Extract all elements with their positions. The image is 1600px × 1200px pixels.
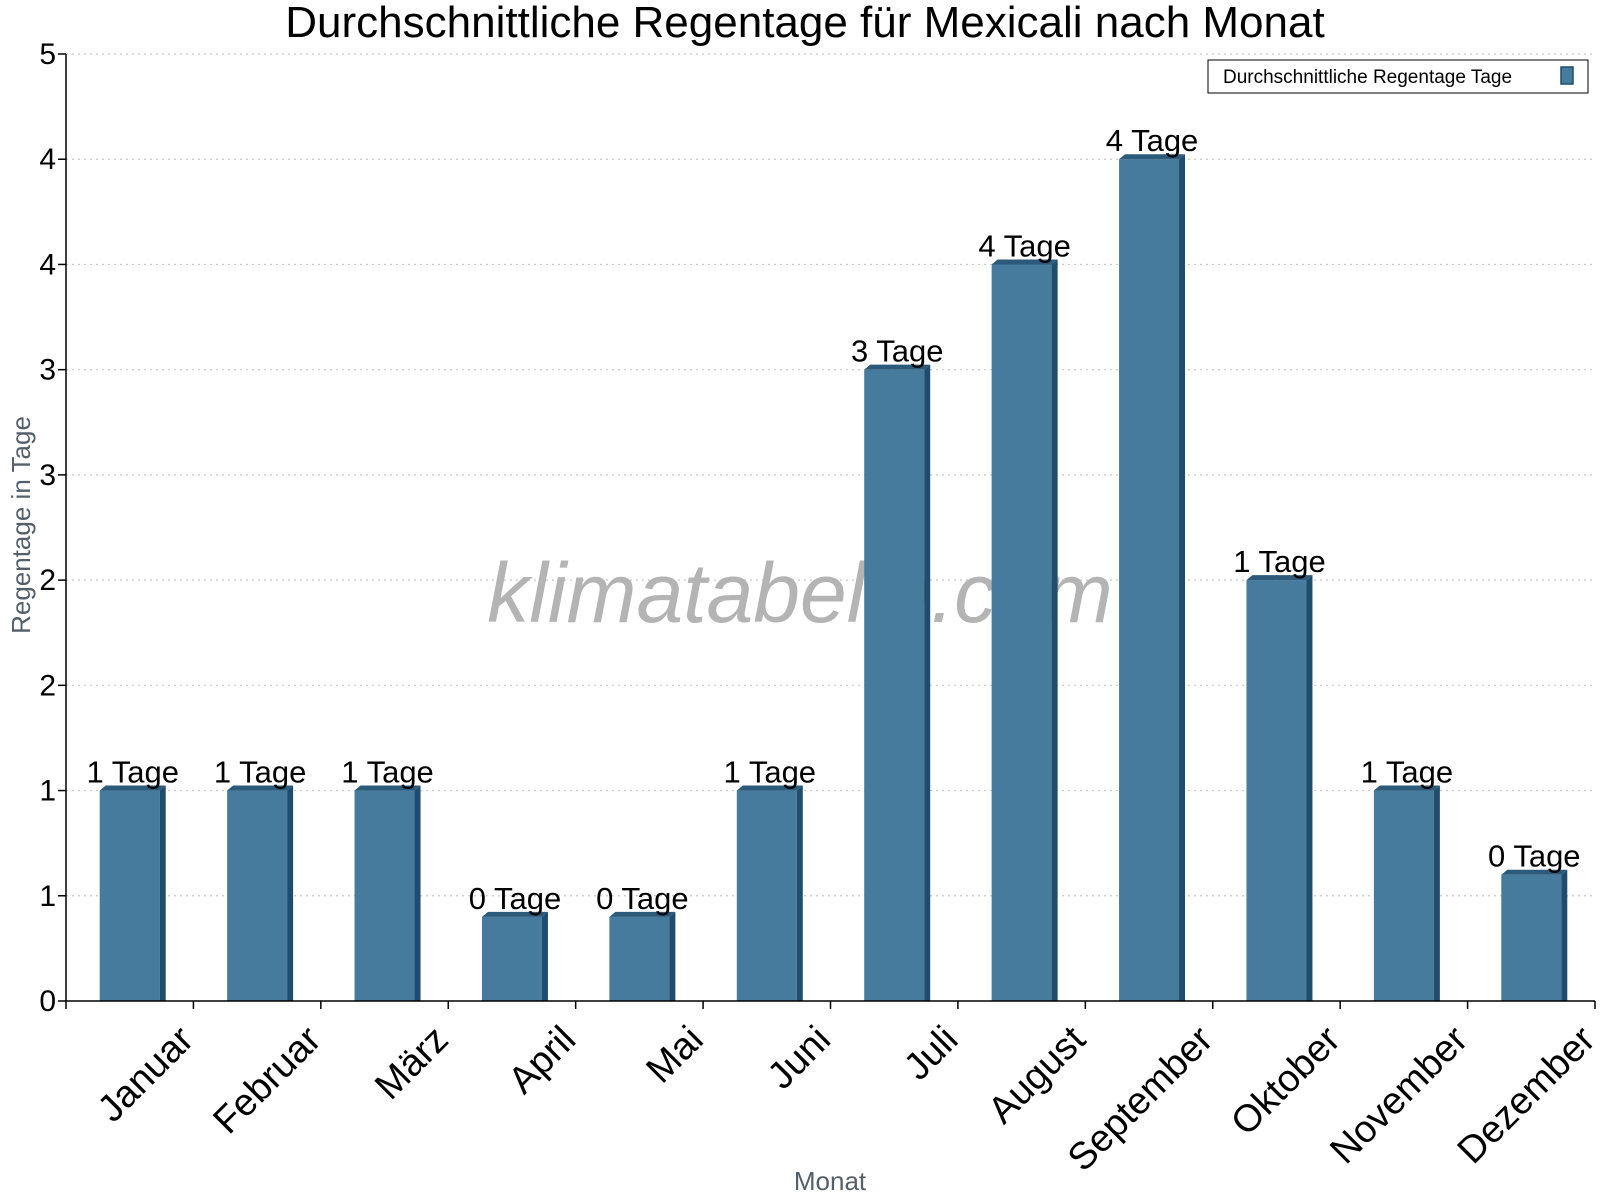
bar-side xyxy=(669,911,676,1001)
bar-face xyxy=(736,790,797,1001)
y-tick-label: 2 xyxy=(39,669,56,702)
data-label: 0 Tage xyxy=(469,881,562,916)
x-tick-labels: Januar Februar März April Mai Juni Juli AugustS… xyxy=(90,1018,1600,1179)
data-label: 0 Tage xyxy=(1488,839,1581,874)
data-label: 3 Tage xyxy=(851,334,944,369)
bar-februar xyxy=(227,785,294,1001)
data-label: 1 Tage xyxy=(214,755,307,790)
bar-face xyxy=(864,369,925,1002)
bar-top xyxy=(1373,785,1440,791)
bar-top xyxy=(354,785,421,791)
bar-side xyxy=(1051,259,1058,1001)
y-tick-label: 1 xyxy=(39,880,56,913)
x-tick-label: April xyxy=(501,1018,584,1101)
y-tick-label: 3 xyxy=(39,354,56,387)
bar-face xyxy=(481,916,542,1001)
data-label: 4 Tage xyxy=(1106,123,1199,158)
x-tick-label: Dezember xyxy=(1450,1018,1600,1172)
data-label: 4 Tage xyxy=(978,228,1071,263)
bar-series xyxy=(99,154,1568,1002)
bar-juli xyxy=(864,364,931,1002)
y-tick-label: 3 xyxy=(39,459,56,492)
y-tick-label: 1 xyxy=(39,775,56,808)
x-tick-label: November xyxy=(1322,1018,1476,1172)
chart-title: Durchschnittliche Regentage für Mexicali… xyxy=(285,0,1324,47)
y-tick-label: 0 xyxy=(39,985,56,1018)
bar-side xyxy=(1433,785,1440,1001)
x-tick-label: August xyxy=(980,1018,1094,1132)
bar-dezember xyxy=(1501,869,1568,1001)
bar-mai xyxy=(609,911,676,1001)
bar-side xyxy=(924,364,931,1002)
legend-box xyxy=(1207,59,1589,94)
bar-august xyxy=(991,259,1058,1001)
data-label: 1 Tage xyxy=(1361,755,1454,790)
bar-side xyxy=(796,785,803,1001)
bar-top xyxy=(1119,154,1186,160)
x-tick-label: Juni xyxy=(760,1018,839,1097)
bar-side xyxy=(159,785,166,1001)
bar-side xyxy=(414,785,421,1001)
bar-top xyxy=(1246,575,1313,581)
y-tick-label: 4 xyxy=(39,143,56,176)
bar-januar xyxy=(99,785,166,1001)
axes xyxy=(58,53,1596,1009)
y-tick-label: 2 xyxy=(39,564,56,597)
bar-top xyxy=(1501,869,1568,875)
bar-face xyxy=(1246,580,1307,1001)
bar-märz xyxy=(354,785,421,1001)
legend[interactable]: Durchschnittliche Regentage Tage xyxy=(1207,59,1589,94)
y-tick-labels: 0 1 1 2 2 3 3 4 4 5 xyxy=(39,38,56,1018)
bar-face xyxy=(609,916,670,1001)
legend-swatch xyxy=(1560,66,1574,85)
bar-top xyxy=(481,911,548,917)
bar-top xyxy=(227,785,294,791)
y-tick-label: 4 xyxy=(39,248,56,281)
bar-face xyxy=(227,790,288,1001)
bar-side xyxy=(1561,869,1568,1001)
bar-april xyxy=(481,911,548,1001)
y-axis-label: Regentage in Tage xyxy=(6,416,36,634)
y-tick-label: 5 xyxy=(39,38,56,71)
bar-side xyxy=(1306,575,1313,1001)
bar-side xyxy=(541,911,548,1001)
bar-side xyxy=(1179,154,1186,1001)
data-label: 1 Tage xyxy=(86,755,179,790)
bar-face xyxy=(1501,874,1562,1001)
bar-oktober xyxy=(1246,575,1313,1001)
x-tick-label: Februar xyxy=(206,1018,330,1142)
data-label: 0 Tage xyxy=(596,881,689,916)
x-tick-label: März xyxy=(367,1018,456,1107)
bar-top xyxy=(736,785,803,791)
bar-face xyxy=(354,790,415,1001)
data-label: 1 Tage xyxy=(724,755,817,790)
bar-september xyxy=(1119,154,1186,1001)
x-tick-label: Oktober xyxy=(1223,1018,1349,1144)
bar-top xyxy=(99,785,166,791)
x-tick-label: Januar xyxy=(90,1018,202,1130)
bar-side xyxy=(287,785,294,1001)
bar-face xyxy=(1373,790,1434,1001)
bar-face xyxy=(1119,159,1180,1001)
x-axis-label: Monat xyxy=(794,1166,867,1196)
bar-november xyxy=(1373,785,1440,1001)
bar-top xyxy=(609,911,676,917)
data-labels: 1 Tage 1 Tage 1 Tage 0 Tage 0 Tage 1 Tage 3 Ta… xyxy=(86,123,1580,916)
bar-juni xyxy=(736,785,803,1001)
bar-face xyxy=(991,264,1052,1001)
x-tick-label: Juli xyxy=(896,1018,966,1088)
data-label: 1 Tage xyxy=(1233,544,1326,579)
bar-top xyxy=(864,364,931,370)
x-tick-label: Mai xyxy=(639,1018,712,1091)
legend-label: Durchschnittliche Regentage Tage xyxy=(1223,67,1512,88)
data-label: 1 Tage xyxy=(341,755,434,790)
bar-face xyxy=(99,790,160,1001)
bar-top xyxy=(991,259,1058,265)
